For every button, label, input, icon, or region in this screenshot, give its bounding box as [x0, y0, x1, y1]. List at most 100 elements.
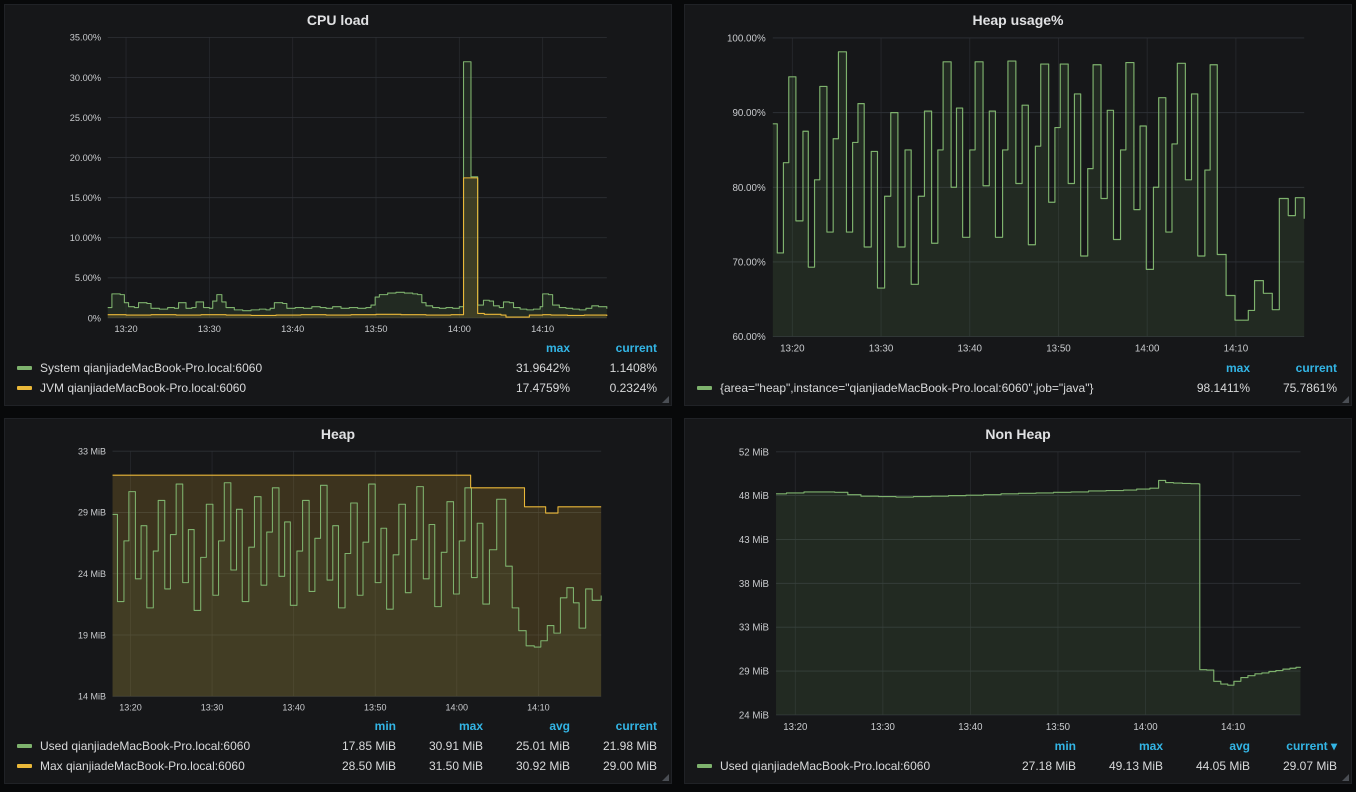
y-axis-tick-label: 90.00% [732, 108, 766, 119]
legend-value: 21.98 MiB [570, 736, 657, 756]
heap-usage-legend: maxcurrent {area="heap",instance="qianjia… [685, 358, 1351, 405]
legend-column-header[interactable]: max [1076, 736, 1163, 756]
series-fill-jvm [108, 178, 607, 318]
legend-column-header[interactable]: current [1250, 358, 1337, 378]
panel-resize-handle[interactable] [1342, 396, 1349, 403]
legend-value: 44.05 MiB [1163, 756, 1250, 776]
legend-value: 29.07 MiB [1250, 756, 1337, 776]
heap-legend: minmaxavgcurrentUsed qianjiadeMacBook-Pr… [5, 716, 671, 783]
legend-value: 49.13 MiB [1076, 756, 1163, 776]
legend-column-header[interactable]: max [396, 716, 483, 736]
series-line-jvm [108, 178, 607, 317]
legend-value: 17.85 MiB [309, 736, 396, 756]
x-axis-tick-label: 13:20 [115, 324, 138, 334]
legend-value: 98.1411% [1163, 378, 1250, 398]
legend-header-row: minmaxavgcurrent ▾ [697, 736, 1337, 756]
heap-usage-chart[interactable]: 13:2013:3013:4013:5014:0014:1060.00%70.0… [685, 29, 1351, 358]
cpu-load-legend: maxcurrentSystem qianjiadeMacBook-Pro.lo… [5, 338, 671, 405]
y-axis-tick-label: 0% [88, 313, 101, 323]
legend-value: 25.01 MiB [483, 736, 570, 756]
legend-row: {area="heap",instance="qianjiadeMacBook-… [697, 378, 1337, 398]
x-axis-tick-label: 14:00 [446, 702, 469, 712]
y-axis-tick-label: 33 MiB [739, 623, 769, 634]
y-axis-tick-label: 52 MiB [739, 447, 769, 458]
legend-value: 1.1408% [570, 358, 657, 378]
legend-series-label[interactable]: JVM qianjiadeMacBook-Pro.local:6060 [17, 378, 483, 398]
legend-column-header[interactable]: current ▾ [1250, 736, 1337, 756]
legend-value: 29.00 MiB [570, 756, 657, 776]
x-axis-tick-label: 14:10 [531, 324, 554, 334]
series-fill-system [108, 62, 607, 318]
x-axis-tick-label: 13:30 [201, 702, 224, 712]
x-axis-tick-label: 13:20 [119, 702, 142, 712]
x-axis-tick-label: 13:40 [958, 722, 982, 733]
x-axis-tick-label: 14:10 [1221, 722, 1245, 733]
x-axis-tick-label: 13:40 [957, 344, 982, 355]
y-axis-tick-label: 20.00% [70, 153, 101, 163]
x-axis-tick-label: 14:10 [527, 702, 550, 712]
x-axis-tick-label: 14:00 [448, 324, 471, 334]
legend-value: 27.18 MiB [989, 756, 1076, 776]
x-axis-tick-label: 13:40 [281, 324, 304, 334]
y-axis-tick-label: 14 MiB [78, 692, 106, 702]
legend-column-header[interactable]: min [309, 716, 396, 736]
series-color-swatch [17, 744, 32, 748]
panel-title[interactable]: Non Heap [685, 419, 1351, 443]
panel-non-heap: Non Heap 13:20 13:30 13:40 13:50 14:00 14:10 2… [684, 418, 1352, 784]
legend-header-row: minmaxavgcurrent [17, 716, 657, 736]
y-axis-tick-label: 19 MiB [78, 630, 106, 640]
x-axis-tick-label: 14:00 [1133, 722, 1157, 733]
legend-column-header[interactable]: max [1163, 358, 1250, 378]
y-axis-tick-label: 38 MiB [739, 579, 769, 590]
legend-value: 28.50 MiB [309, 756, 396, 776]
grafana-dashboard: CPU load 13:20 13:30 13:40 13:50 14:00 14:10 0… [0, 0, 1356, 788]
legend-header-row: maxcurrent [17, 338, 657, 358]
legend-row: JVM qianjiadeMacBook-Pro.local:606017.47… [17, 378, 657, 398]
legend-value: 30.92 MiB [483, 756, 570, 776]
y-axis-tick-label: 24 MiB [739, 710, 769, 721]
legend-series-label[interactable]: Used qianjiadeMacBook-Pro.local:6060 [697, 756, 989, 776]
legend-row: Used qianjiadeMacBook-Pro.local:606017.8… [17, 736, 657, 756]
x-axis-tick-label: 14:00 [1135, 344, 1160, 355]
x-axis-tick-label: 13:20 [783, 722, 807, 733]
y-axis-tick-label: 33 MiB [78, 446, 106, 456]
panel-title[interactable]: Heap usage% [685, 5, 1351, 29]
y-axis-tick-label: 100.00% [727, 33, 766, 44]
legend-column-header[interactable]: min [989, 736, 1076, 756]
legend-column-header[interactable]: avg [483, 716, 570, 736]
legend-value: 17.4759% [483, 378, 570, 398]
x-axis-tick-label: 13:20 [780, 344, 805, 355]
y-axis-tick-label: 29 MiB [739, 667, 769, 678]
x-axis-tick-label: 13:30 [869, 344, 894, 355]
panel-resize-handle[interactable] [662, 774, 669, 781]
y-axis-tick-label: 60.00% [732, 332, 766, 343]
y-axis-tick-label: 15.00% [70, 193, 101, 203]
legend-series-label[interactable]: System qianjiadeMacBook-Pro.local:6060 [17, 358, 483, 378]
legend-column-header[interactable]: current [570, 716, 657, 736]
legend-column-header[interactable]: max [483, 338, 570, 358]
x-axis-tick-label: 13:30 [871, 722, 895, 733]
panel-heap-usage: Heap usage% 13:20 13:30 13:40 13:50 14:00 14:… [684, 4, 1352, 406]
x-axis-tick-label: 14:10 [1224, 344, 1249, 355]
x-axis-tick-label: 13:40 [282, 702, 305, 712]
x-axis-tick-label: 13:50 [1046, 722, 1070, 733]
legend-series-label[interactable]: {area="heap",instance="qianjiadeMacBook-… [697, 378, 1163, 398]
y-axis-tick-label: 35.00% [70, 33, 101, 43]
legend-series-label[interactable]: Used qianjiadeMacBook-Pro.local:6060 [17, 736, 309, 756]
series-color-swatch [17, 366, 32, 370]
panel-title[interactable]: Heap [5, 419, 671, 443]
cpu-load-chart[interactable]: 13:2013:3013:4013:5014:0014:100%5.00%10.… [5, 29, 671, 338]
legend-column-header[interactable]: current [570, 338, 657, 358]
panel-resize-handle[interactable] [662, 396, 669, 403]
non-heap-legend: minmaxavgcurrent ▾Used qianjiadeMacBook-… [685, 736, 1351, 783]
series-color-swatch [17, 764, 32, 768]
panel-heap: Heap 13:2013:3013:4013:5014:0014:1014 Mi… [4, 418, 672, 784]
non-heap-chart[interactable]: 13:20 13:30 13:40 13:50 14:00 14:10 24 MiB 29 M… [685, 443, 1351, 736]
panel-resize-handle[interactable] [1342, 774, 1349, 781]
panel-title[interactable]: CPU load [5, 5, 671, 29]
legend-series-label[interactable]: Max qianjiadeMacBook-Pro.local:6060 [17, 756, 309, 776]
heap-chart[interactable]: 13:2013:3013:4013:5014:0014:1014 MiB19 M… [5, 443, 671, 716]
legend-column-header[interactable]: avg [1163, 736, 1250, 756]
x-axis-tick-label: 13:50 [1046, 344, 1071, 355]
y-axis-tick-label: 25.00% [70, 113, 101, 123]
